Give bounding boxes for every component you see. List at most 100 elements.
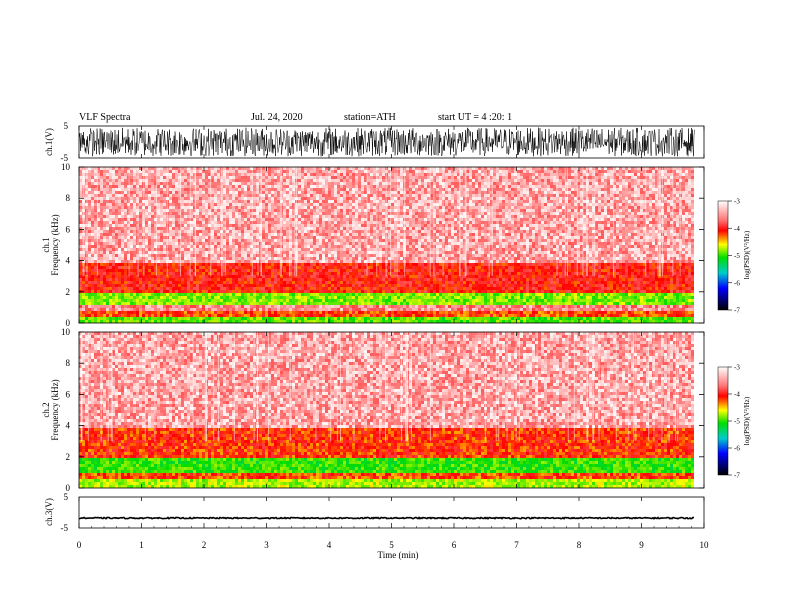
spectrogram-cell: [613, 173, 616, 176]
spectrogram-cell: [169, 185, 172, 188]
spectrogram-cell: [445, 233, 448, 236]
spectrogram-cell: [364, 167, 367, 170]
spectrogram-cell: [511, 215, 514, 218]
spectrogram-cell: [334, 182, 337, 185]
spectrogram-cell: [97, 176, 100, 179]
spectrogram-cell: [550, 206, 553, 209]
spectrogram-cell: [160, 212, 163, 215]
spectrogram-cell: [340, 191, 343, 194]
spectrogram-cell: [529, 182, 532, 185]
spectrogram-cell: [346, 203, 349, 206]
spectrogram-cell: [520, 173, 523, 176]
spectrogram-cell: [565, 182, 568, 185]
spectrogram-cell: [196, 179, 199, 182]
spectrogram-cell: [556, 173, 559, 176]
spectrogram-cell: [640, 227, 643, 230]
spectrogram-cell: [466, 206, 469, 209]
spectrogram-cell: [628, 167, 631, 170]
spectrogram-cell: [535, 185, 538, 188]
spectrogram-cell: [685, 233, 688, 236]
spectrogram-cell: [688, 227, 691, 230]
spectrogram-cell: [292, 203, 295, 206]
spectrogram-cell: [478, 224, 481, 227]
spectrogram-cell: [232, 203, 235, 206]
spectrogram-cell: [469, 200, 472, 203]
spectrogram-cell: [94, 179, 97, 182]
spectrogram-cell: [355, 170, 358, 173]
spectrogram-cell: [463, 176, 466, 179]
spectrogram-cell: [553, 185, 556, 188]
spectrogram-cell: [526, 236, 529, 239]
spectrogram-cell: [667, 167, 670, 170]
spectrogram-cell: [577, 227, 580, 230]
spectrogram-cell: [352, 188, 355, 191]
spectrogram-cell: [310, 206, 313, 209]
spectrogram-cell: [202, 239, 205, 242]
spectrogram-cell: [229, 176, 232, 179]
spectrogram-cell: [415, 200, 418, 203]
spectrogram-cell: [649, 191, 652, 194]
spectrogram-cell: [604, 173, 607, 176]
spectrogram-cell: [175, 215, 178, 218]
spectrogram-cell: [190, 209, 193, 212]
spectrogram-cell: [184, 206, 187, 209]
spectrogram-cell: [571, 182, 574, 185]
spectrogram-cell: [436, 215, 439, 218]
spectrogram-cell: [538, 215, 541, 218]
spectrogram-cell: [517, 206, 520, 209]
spectrogram-cell: [532, 191, 535, 194]
spectrogram-cell: [151, 221, 154, 224]
spectrogram-cell: [382, 230, 385, 233]
spectrogram-cell: [538, 170, 541, 173]
spectrogram-cell: [190, 236, 193, 239]
spectrogram-cell: [436, 227, 439, 230]
spectrogram-cell: [634, 224, 637, 227]
spectrogram-cell: [556, 185, 559, 188]
spectrogram-cell: [262, 200, 265, 203]
spectrogram-cell: [685, 236, 688, 239]
spectrogram-cell: [322, 221, 325, 224]
spectrogram-cell: [682, 176, 685, 179]
spectrogram-cell: [364, 200, 367, 203]
spectrogram-cell: [565, 173, 568, 176]
spectrogram-cell: [409, 176, 412, 179]
spectrogram-cell: [133, 194, 136, 197]
spectrogram-cell: [382, 167, 385, 170]
spectrogram-cell: [397, 182, 400, 185]
spectrogram-cell: [574, 206, 577, 209]
spectrogram-cell: [394, 194, 397, 197]
spectrogram-cell: [613, 194, 616, 197]
spectrogram-cell: [313, 194, 316, 197]
spectrogram-cell: [172, 209, 175, 212]
spectrogram-cell: [490, 179, 493, 182]
spectrogram-cell: [406, 182, 409, 185]
spectrogram-cell: [427, 218, 430, 221]
spectrogram-cell: [646, 194, 649, 197]
spectrogram-cell: [238, 185, 241, 188]
spectrogram-cell: [337, 215, 340, 218]
spectrogram-cell: [163, 188, 166, 191]
spectrogram-cell: [559, 206, 562, 209]
spectrogram-cell: [673, 197, 676, 200]
spectrogram-cell: [421, 200, 424, 203]
spectrogram-cell: [439, 224, 442, 227]
spectrogram-cell: [670, 182, 673, 185]
spectrogram-cell: [628, 212, 631, 215]
spectrogram-cell: [514, 170, 517, 173]
spectrogram-cell: [232, 212, 235, 215]
spectrogram-cell: [394, 221, 397, 224]
spectrogram-cell: [181, 209, 184, 212]
spectrogram-cell: [496, 227, 499, 230]
spectrogram-cell: [115, 239, 118, 242]
spectrogram-cell: [379, 203, 382, 206]
spectrogram-cell: [481, 188, 484, 191]
spectrogram-cell: [262, 215, 265, 218]
spectrogram-cell: [202, 218, 205, 221]
spectrogram-cell: [292, 182, 295, 185]
spectrogram-cell: [160, 194, 163, 197]
spectrogram-cell: [397, 185, 400, 188]
spectrogram-cell: [616, 215, 619, 218]
spectrogram-cell: [469, 167, 472, 170]
spectrogram-cell: [568, 197, 571, 200]
spectrogram-cell: [469, 233, 472, 236]
